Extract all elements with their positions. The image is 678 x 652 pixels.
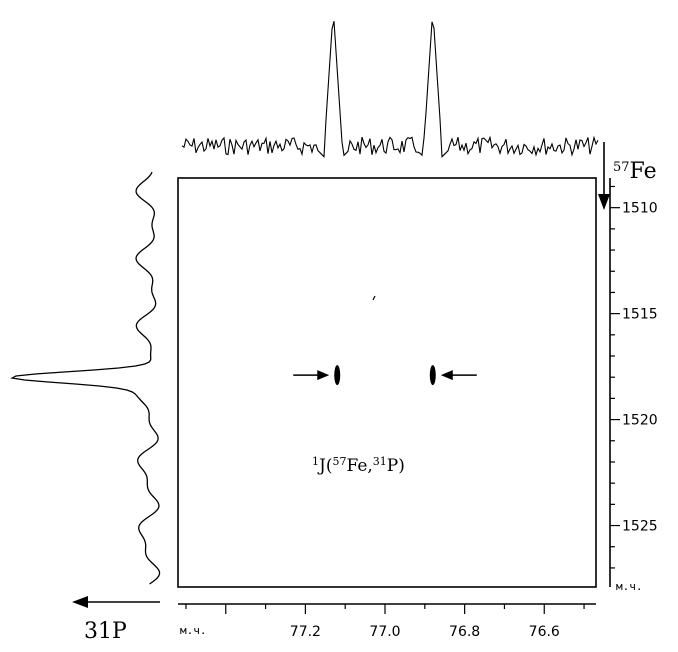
x-axis-ticks: 77.2 77.0 76.8 76.6 [185, 604, 585, 640]
y-tick-label: 1515 [622, 307, 658, 323]
cross-peaks [293, 365, 477, 386]
x-axis-label: 31P [84, 619, 127, 644]
y-tick-label: 1510 [622, 201, 658, 217]
plot-frame [177, 177, 597, 588]
y-tick-label: 1525 [622, 519, 658, 535]
cross-peak [429, 365, 436, 386]
x-tick-label: 76.8 [449, 624, 480, 640]
top-projection-spectrum [181, 21, 599, 159]
coupling-annotation: 1J(57Fe,31P) [312, 455, 405, 477]
peak-arrow-head [317, 370, 330, 381]
y-tick-label: 1520 [622, 413, 658, 429]
side-projection-spectrum [10, 171, 161, 585]
x-axis-unit: м.ч. [180, 624, 207, 637]
y-axis-unit: м.ч. [616, 580, 643, 593]
p-axis-arrow-head [72, 596, 88, 608]
y-axis-label: 57Fe [613, 159, 657, 184]
noise-mark [372, 295, 376, 301]
y-axis-ticks: 1510 1515 1520 1525 [610, 185, 658, 569]
x-tick-label: 77.0 [369, 624, 400, 640]
cross-peak [334, 365, 341, 386]
x-tick-label: 77.2 [290, 624, 321, 640]
peak-arrow-head [440, 370, 453, 381]
fe-axis-arrow-head [598, 194, 610, 210]
x-tick-label: 76.6 [529, 624, 560, 640]
